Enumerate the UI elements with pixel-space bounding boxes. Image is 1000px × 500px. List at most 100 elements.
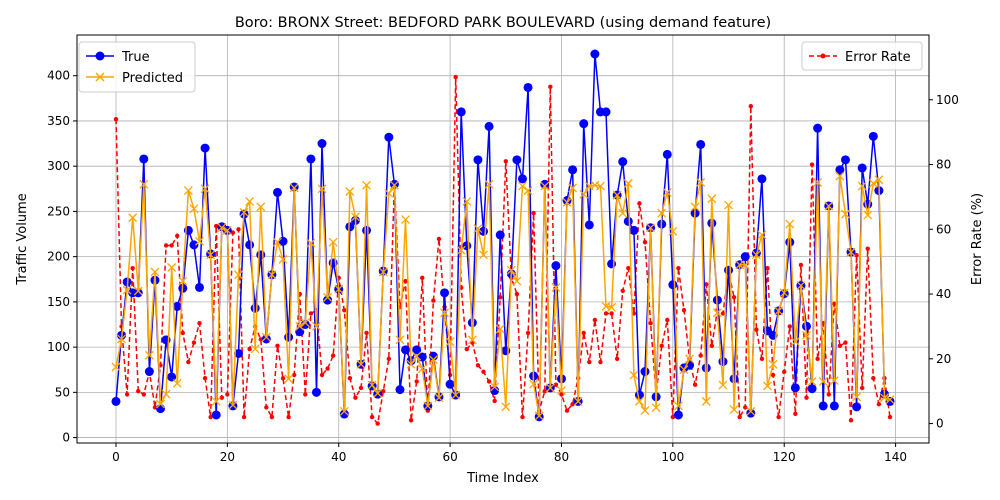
data-point-predicted	[634, 396, 644, 406]
data-point-predicted	[545, 383, 555, 393]
x-tick-label: 140	[884, 450, 907, 464]
y-axis-left: 0 50 100 150 200 250 300 350 400	[47, 69, 77, 445]
data-point-error-rate	[431, 298, 436, 303]
data-point-predicted	[595, 181, 605, 191]
data-point-error-rate	[626, 265, 631, 271]
data-point-predicted	[467, 335, 477, 345]
data-point-error-rate	[765, 265, 770, 271]
data-point-predicted	[267, 270, 277, 280]
data-point-error-rate	[648, 320, 653, 326]
data-point-true	[345, 222, 355, 232]
x-tick-label: 80	[554, 450, 569, 464]
data-point-error-rate	[859, 385, 865, 391]
data-point-true	[579, 119, 589, 129]
legend-true-marker	[95, 51, 105, 61]
data-point-true	[740, 252, 750, 262]
data-point-predicted	[829, 376, 839, 386]
legend-error-label: Error Rate	[845, 50, 911, 65]
data-point-predicted	[273, 237, 282, 247]
y2-tick-label: 80	[936, 158, 951, 172]
x-tick-label: 0	[112, 450, 120, 464]
data-point-predicted	[785, 219, 795, 229]
data-point-true	[111, 396, 121, 406]
data-point-error-rate	[559, 392, 564, 397]
data-point-error-rate	[308, 311, 314, 316]
data-point-predicted	[356, 359, 366, 369]
data-point-error-rate	[202, 376, 208, 381]
data-point-predicted	[373, 388, 383, 398]
data-point-error-rate	[353, 395, 358, 400]
y2-axis-label: Error Rate (%)	[970, 193, 985, 285]
y-tick-label: 50	[55, 385, 70, 399]
data-point-predicted	[495, 324, 505, 334]
data-point-predicted	[451, 390, 461, 400]
data-point-predicted	[534, 411, 544, 421]
series-predicted	[111, 171, 895, 421]
legend-predicted-label: Predicted	[122, 71, 183, 86]
data-point-predicted	[724, 200, 733, 210]
series-layer	[111, 49, 895, 426]
data-point-true	[724, 265, 734, 275]
data-point-error-rate	[759, 356, 765, 362]
data-point-error-rate	[347, 376, 353, 381]
data-point-true	[601, 107, 611, 117]
y-tick-label: 400	[47, 69, 70, 83]
y2-tick-label: 100	[936, 93, 959, 107]
data-point-predicted	[701, 396, 711, 406]
data-point-predicted	[183, 186, 193, 196]
data-point-predicted	[306, 238, 316, 248]
data-point-true	[261, 334, 271, 344]
data-point-predicted	[540, 181, 550, 191]
data-point-error-rate	[386, 356, 392, 362]
data-point-true	[306, 154, 316, 164]
data-point-true	[456, 107, 466, 117]
data-point-true	[256, 250, 266, 260]
data-point-error-rate	[854, 252, 859, 258]
data-point-error-rate	[737, 414, 742, 420]
data-point-predicted	[879, 393, 889, 403]
data-point-predicted	[623, 178, 633, 188]
data-point-predicted	[696, 177, 706, 187]
data-point-true	[746, 408, 756, 418]
data-point-error-rate	[124, 392, 130, 397]
data-point-error-rate	[542, 388, 547, 394]
data-point-error-rate	[865, 246, 870, 251]
data-point-error-rate	[848, 418, 854, 423]
data-point-predicted	[551, 282, 561, 292]
data-point-true	[401, 345, 411, 355]
data-point-error-rate	[247, 346, 252, 352]
data-point-true	[813, 123, 823, 133]
data-point-error-rate	[436, 236, 442, 242]
data-point-error-rate	[681, 308, 687, 313]
data-point-true	[211, 410, 221, 420]
data-point-error-rate	[698, 353, 703, 358]
data-point-error-rate	[475, 363, 481, 368]
data-point-predicted	[518, 181, 527, 191]
data-point-error-rate	[319, 372, 325, 378]
data-point-predicted	[707, 194, 717, 204]
data-point-predicted	[712, 308, 722, 318]
data-point-true	[757, 174, 767, 184]
data-point-error-rate	[414, 379, 419, 384]
data-point-error-rate	[208, 414, 213, 420]
data-point-predicted	[857, 181, 867, 191]
data-point-predicted	[412, 351, 422, 361]
data-point-true	[317, 139, 327, 149]
data-point-predicted	[562, 197, 572, 207]
data-point-predicted	[195, 236, 204, 246]
data-point-error-rate	[498, 295, 503, 300]
data-point-error-rate	[709, 343, 715, 349]
x-tick-label: 60	[442, 450, 457, 464]
data-point-predicted	[763, 381, 772, 391]
data-point-predicted	[479, 250, 488, 260]
data-point-true	[462, 241, 472, 251]
legend-right: Error Rate	[801, 41, 923, 71]
data-point-true	[412, 345, 422, 355]
data-point-predicted	[423, 401, 433, 411]
data-point-error-rate	[264, 405, 269, 410]
data-point-true	[668, 280, 678, 290]
data-point-error-rate	[486, 379, 492, 384]
data-point-predicted	[718, 380, 728, 390]
data-point-predicted	[774, 306, 784, 316]
data-point-error-rate	[291, 372, 297, 378]
